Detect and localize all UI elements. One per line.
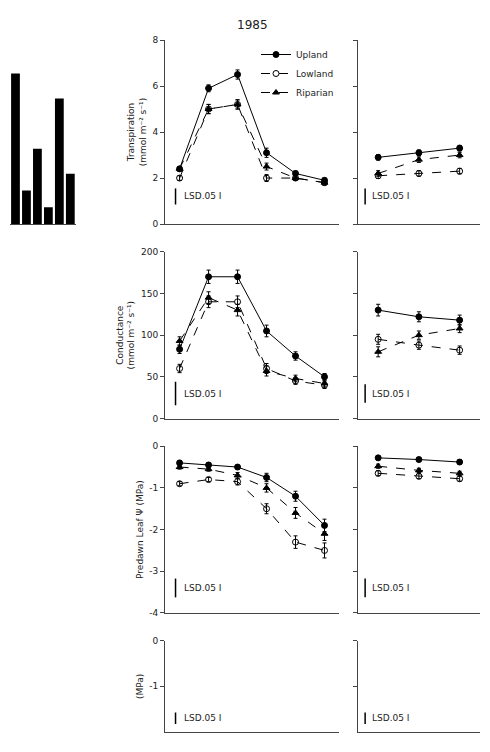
svg-text:200: 200 [141,247,158,257]
svg-text:-4: -4 [149,608,158,618]
svg-text:LSD.05 I: LSD.05 I [184,583,222,593]
svg-text:Lowland: Lowland [296,69,333,79]
svg-text:Predawn Leaf Ψ (MPa): Predawn Leaf Ψ (MPa) [135,480,145,579]
svg-text:6: 6 [153,81,159,91]
svg-text:Upland: Upland [296,50,328,60]
svg-text:Riparian: Riparian [296,88,333,98]
svg-text:150: 150 [141,289,158,299]
svg-text:50: 50 [147,372,159,382]
svg-text:LSD.05 I: LSD.05 I [184,713,222,723]
svg-text:-3: -3 [149,566,158,576]
svg-text:0: 0 [153,441,159,451]
svg-text:(MPa): (MPa) [135,674,145,699]
svg-text:-1: -1 [149,681,158,691]
svg-text:0: 0 [153,636,159,646]
svg-text:Transpiration(mmol m⁻² s⁻¹): Transpiration(mmol m⁻² s⁻¹) [126,98,148,166]
svg-text:0: 0 [153,219,159,229]
svg-text:8: 8 [153,35,159,45]
svg-text:-1: -1 [149,483,158,493]
svg-text:LSD.05 I: LSD.05 I [372,389,410,399]
svg-text:0: 0 [153,414,159,424]
svg-text:LSD.05 I: LSD.05 I [184,191,222,201]
svg-text:100: 100 [141,330,158,340]
svg-text:4: 4 [153,127,159,137]
svg-text:LSD.05 I: LSD.05 I [372,713,410,723]
svg-text:1985: 1985 [237,18,268,32]
svg-text:2: 2 [153,173,159,183]
svg-text:LSD.05 I: LSD.05 I [372,583,410,593]
svg-text:LSD.05 I: LSD.05 I [372,191,410,201]
svg-text:Conductance(mmol m⁻² s⁻¹): Conductance(mmol m⁻² s⁻¹) [115,301,137,369]
svg-text:-2: -2 [149,525,158,535]
svg-text:LSD.05 I: LSD.05 I [184,389,222,399]
